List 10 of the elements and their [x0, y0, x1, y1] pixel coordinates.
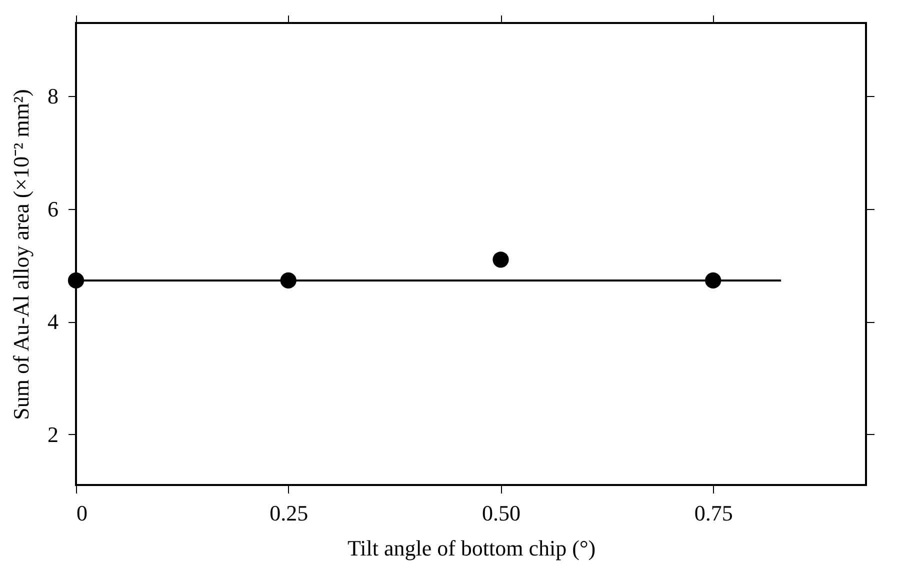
y-tick-label: 8 [48, 84, 58, 109]
x-tick-label: 0.75 [694, 500, 733, 526]
y-tick-label: 2 [48, 422, 58, 447]
y-tick-label: 4 [48, 309, 58, 334]
x-axis-title: Tilt angle of bottom chip (°) [347, 536, 596, 560]
y-tick-label: 6 [48, 196, 58, 222]
x-tick-label: 0.50 [482, 500, 520, 526]
x-tick-label: 0 [76, 500, 88, 526]
x-tick-label: 0.25 [270, 500, 308, 526]
y-axis-title: Sum of Au-Al alloy area (×10⁻² mm²) [8, 89, 34, 420]
